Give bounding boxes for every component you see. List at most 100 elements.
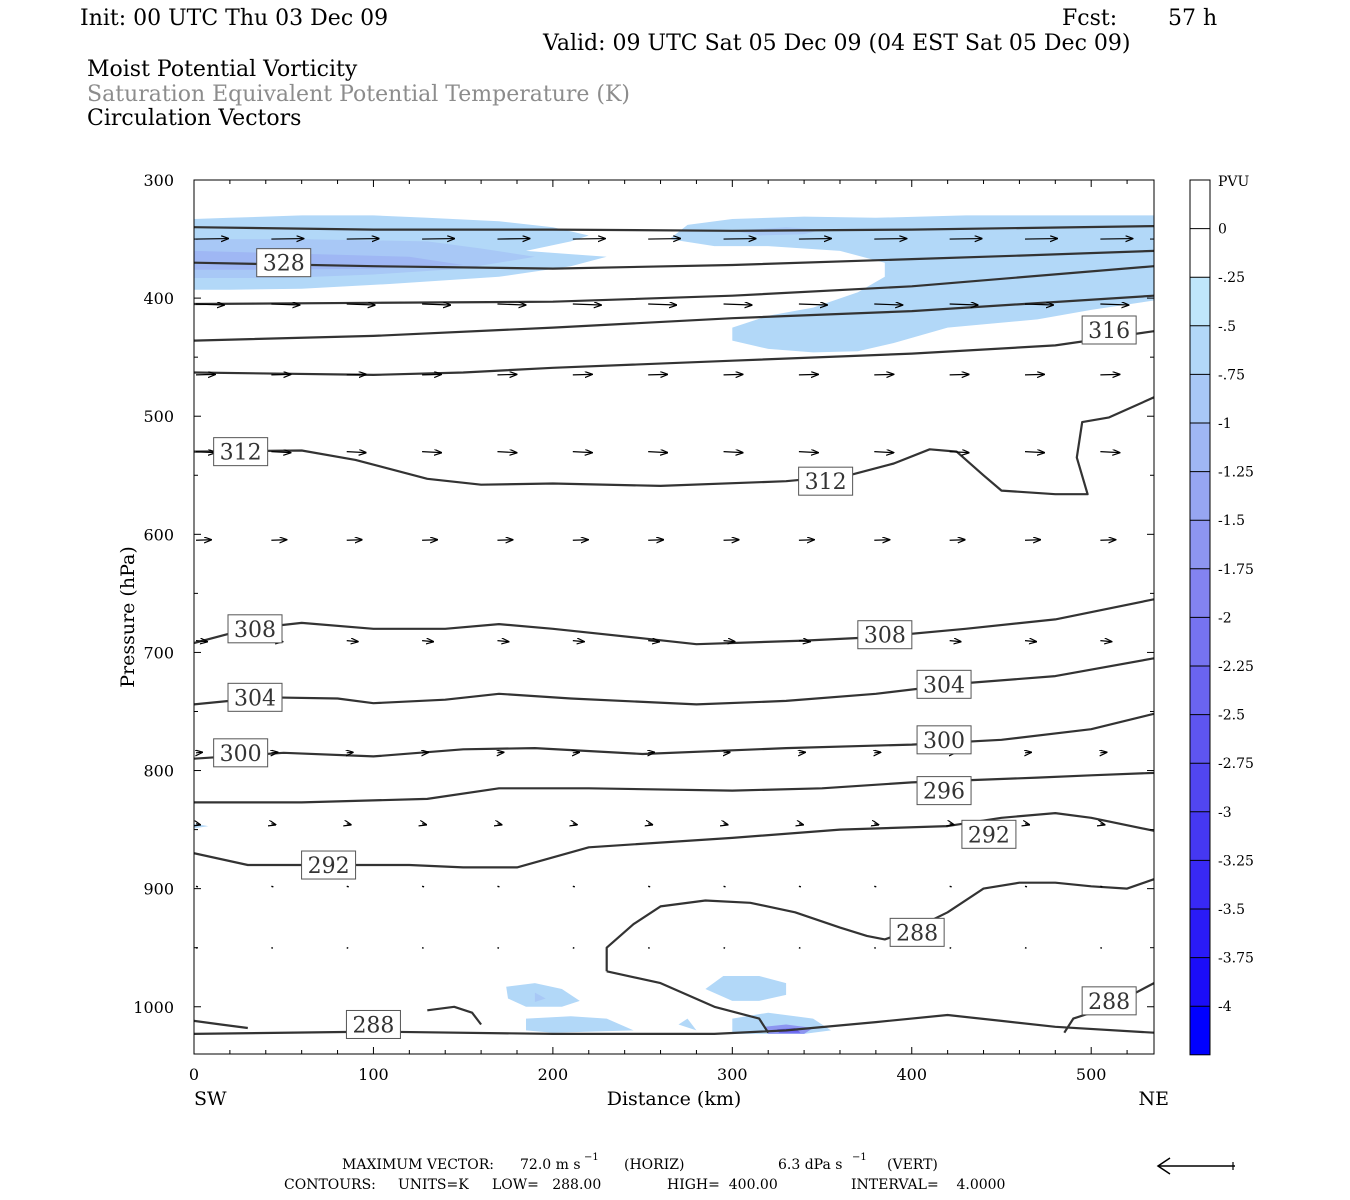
vector-6-3 bbox=[422, 752, 428, 753]
theta-contour-11 bbox=[605, 878, 1154, 972]
vector-6-9 bbox=[874, 752, 880, 753]
vector-4-1 bbox=[271, 540, 286, 541]
vector-8-12 bbox=[1100, 885, 1103, 888]
colorbar-level-9: -2.25 bbox=[1218, 659, 1254, 675]
colorbar-swatch-9 bbox=[1190, 617, 1210, 666]
vector-1-2 bbox=[346, 304, 375, 305]
vector-7-10 bbox=[950, 824, 954, 825]
colorbar: 0 -.25 -.5 -.75 -1 -1.25 -1.5 -1.75 -2 -2.25 -2.5 -… bbox=[1189, 179, 1254, 1056]
theta-contour-16 bbox=[194, 1013, 1154, 1035]
vector-8-6 bbox=[648, 885, 651, 888]
contour-label-11: 292 bbox=[308, 854, 350, 879]
theta-contour-5 bbox=[194, 396, 1154, 496]
theta-contour-2 bbox=[194, 265, 1154, 306]
mpv-region-13 bbox=[678, 1018, 697, 1031]
colorbar-swatch-3 bbox=[1190, 325, 1210, 375]
vector-9-8 bbox=[798, 947, 801, 949]
colorbar-level-14: -3.5 bbox=[1218, 902, 1245, 918]
horiz-unit: (HORIZ) bbox=[624, 1157, 685, 1173]
y-tick-label-500: 500 bbox=[143, 407, 174, 426]
max-vector-horiz: 72.0 m s bbox=[520, 1157, 581, 1173]
vector-3-8 bbox=[798, 452, 818, 453]
x-axis-label: Distance (km) bbox=[607, 1088, 742, 1110]
vector-1-7 bbox=[723, 304, 752, 305]
x-tick-label-300: 300 bbox=[717, 1065, 748, 1084]
vector-9-1 bbox=[271, 947, 274, 949]
vector-5-5 bbox=[572, 641, 584, 642]
y-tick-label-600: 600 bbox=[143, 525, 174, 544]
reference-vector-head bbox=[1156, 1157, 1171, 1175]
forecast-hour: 57 h bbox=[1168, 6, 1218, 31]
vector-6-8 bbox=[799, 752, 805, 753]
vector-0-9 bbox=[874, 239, 906, 240]
vector-3-11 bbox=[1024, 452, 1044, 453]
vector-2-2 bbox=[346, 374, 366, 375]
horiz-exponent: −1 bbox=[584, 1152, 599, 1163]
contour-label-0: 328 bbox=[263, 252, 305, 277]
vector-7-1 bbox=[271, 824, 275, 825]
theta-contour-1 bbox=[194, 225, 1154, 232]
contour-label-1: 316 bbox=[1088, 319, 1130, 344]
colorbar-level-2: -.5 bbox=[1218, 319, 1236, 335]
y-tick-label-1000: 1000 bbox=[133, 998, 174, 1017]
vector-0-12 bbox=[1100, 239, 1132, 240]
y-axis-label: Pressure (hPa) bbox=[117, 546, 139, 688]
vector-8-1 bbox=[271, 885, 274, 888]
x-left-endpoint: SW bbox=[194, 1088, 227, 1110]
vector-2-6 bbox=[648, 374, 667, 375]
mpv-region-8 bbox=[705, 976, 787, 1001]
contour-label-14: 288 bbox=[1088, 990, 1130, 1015]
vector-9-10 bbox=[949, 947, 952, 949]
vector-8-8 bbox=[798, 885, 802, 888]
colorbar-level-8: -2 bbox=[1218, 610, 1232, 626]
vector-6-6 bbox=[648, 752, 654, 753]
vector-0-0 bbox=[195, 239, 228, 240]
vector-2-5 bbox=[572, 374, 592, 375]
vector-1-1 bbox=[271, 304, 299, 305]
vector-7-2 bbox=[347, 824, 351, 825]
mpv-region-6 bbox=[506, 983, 580, 1007]
contour-label-box-3 bbox=[798, 466, 854, 496]
colorbar-swatch-7 bbox=[1190, 520, 1210, 569]
colorbar-level-5: -1.25 bbox=[1218, 465, 1254, 481]
vector-6-1 bbox=[271, 752, 277, 753]
vector-3-9 bbox=[874, 452, 893, 453]
y-tick-label-700: 700 bbox=[143, 643, 174, 662]
contour-label-box-2 bbox=[213, 437, 269, 467]
vector-2-3 bbox=[422, 374, 441, 375]
colorbar-level-12: -3 bbox=[1218, 805, 1232, 821]
vector-4-11 bbox=[1024, 540, 1040, 541]
vector-2-7 bbox=[723, 374, 743, 375]
mpv-region-7 bbox=[534, 992, 546, 1002]
vector-1-8 bbox=[798, 304, 827, 305]
vert-exponent: −1 bbox=[852, 1152, 867, 1163]
vector-4-6 bbox=[648, 540, 663, 541]
vector-9-2 bbox=[346, 947, 349, 949]
vector-6-11 bbox=[1025, 752, 1031, 753]
vector-8-4 bbox=[497, 885, 500, 888]
contour-label-box-12 bbox=[961, 819, 1017, 849]
init-time: Init: 00 UTC Thu 03 Dec 09 bbox=[80, 6, 389, 31]
y-tick-label-400: 400 bbox=[143, 289, 174, 308]
vector-0-6 bbox=[648, 239, 680, 240]
colorbar-level-16: -4 bbox=[1218, 999, 1232, 1015]
max-vector-vert: 6.3 dPa s bbox=[778, 1157, 843, 1173]
vector-2-1 bbox=[271, 374, 290, 375]
colorbar-level-0: 0 bbox=[1218, 222, 1227, 238]
vector-7-5 bbox=[573, 824, 577, 825]
vector-7-12 bbox=[1100, 824, 1104, 825]
vector-6-2 bbox=[347, 752, 353, 753]
theta-contour-3 bbox=[194, 294, 1154, 342]
x-right-endpoint: NE bbox=[1139, 1088, 1170, 1110]
contour-label-box-14 bbox=[1081, 986, 1137, 1016]
vector-3-0 bbox=[195, 452, 215, 453]
colorbar-level-11: -2.75 bbox=[1218, 756, 1254, 772]
colorbar-level-1: -.25 bbox=[1218, 270, 1245, 286]
vector-5-3 bbox=[422, 641, 433, 642]
contour-label-box-4 bbox=[227, 614, 283, 644]
vector-7-3 bbox=[422, 824, 426, 825]
colorbar-swatch-5 bbox=[1190, 423, 1210, 472]
contour-label-box-6 bbox=[227, 682, 283, 712]
theta-contour-6 bbox=[194, 598, 1154, 646]
